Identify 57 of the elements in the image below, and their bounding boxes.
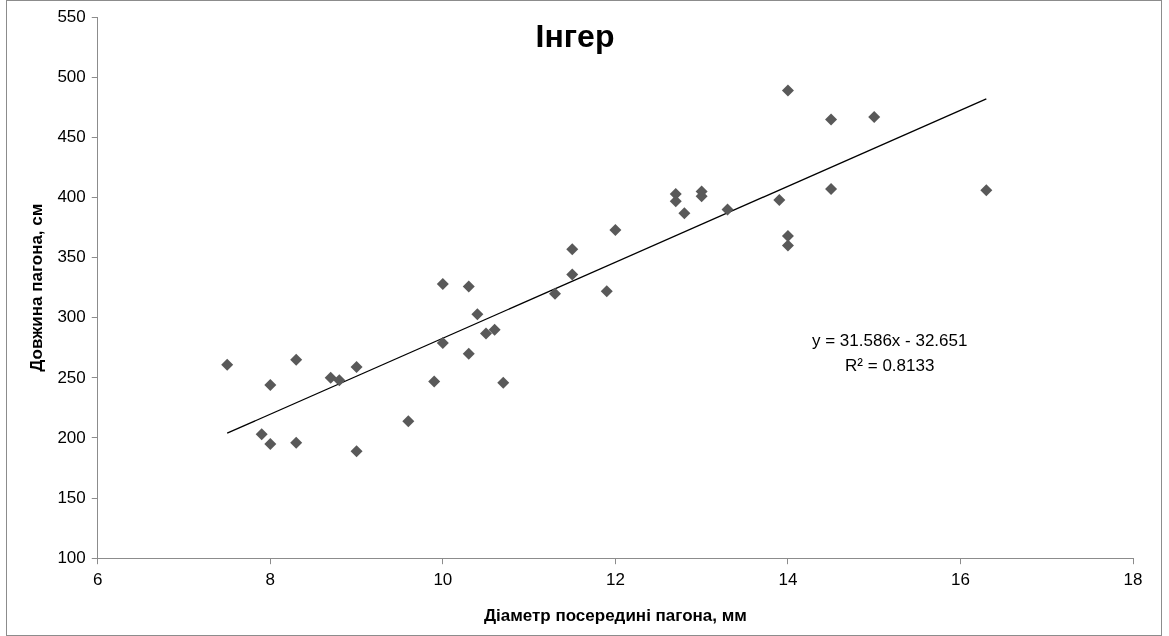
y-tick-label: 350 bbox=[57, 247, 86, 267]
point bbox=[290, 436, 303, 449]
x-tick-label: 16 bbox=[951, 570, 970, 590]
point bbox=[402, 415, 415, 428]
point bbox=[436, 278, 449, 291]
point bbox=[350, 445, 363, 458]
point bbox=[868, 110, 881, 123]
chart-title: Інгер bbox=[535, 17, 615, 54]
point bbox=[428, 375, 441, 388]
point bbox=[436, 337, 449, 349]
point bbox=[825, 113, 838, 126]
y-tick-label: 500 bbox=[57, 67, 86, 86]
y-tick-label: 300 bbox=[57, 307, 86, 327]
point bbox=[462, 347, 475, 360]
x-tick-label: 12 bbox=[605, 570, 625, 590]
point bbox=[566, 268, 579, 281]
point bbox=[471, 308, 484, 321]
point bbox=[721, 203, 734, 216]
x-axis-title: Діаметр посередині пагона, мм bbox=[483, 606, 747, 626]
point bbox=[825, 183, 838, 196]
point bbox=[600, 285, 613, 298]
y-tick-label: 100 bbox=[57, 547, 86, 567]
point bbox=[497, 376, 510, 389]
y-tick-label: 400 bbox=[57, 187, 86, 207]
y-axis-title: Довжина пагона, см bbox=[26, 203, 46, 372]
x-tick-label: 8 bbox=[265, 570, 276, 590]
point bbox=[566, 243, 579, 256]
point bbox=[479, 327, 492, 340]
point bbox=[781, 239, 794, 252]
y-tick-label: 250 bbox=[57, 367, 86, 387]
point bbox=[462, 280, 475, 293]
point bbox=[980, 184, 993, 197]
point bbox=[324, 371, 337, 384]
point bbox=[221, 358, 234, 371]
annotation: R² = 0.8133 bbox=[845, 356, 935, 376]
point bbox=[350, 361, 363, 374]
point bbox=[678, 207, 691, 220]
point bbox=[333, 374, 346, 387]
point bbox=[781, 230, 794, 242]
point bbox=[488, 323, 501, 336]
point bbox=[548, 287, 561, 300]
point bbox=[255, 428, 268, 441]
point bbox=[264, 379, 277, 392]
y-tick-label: 200 bbox=[57, 427, 86, 447]
point bbox=[609, 223, 622, 236]
x-tick-label: 14 bbox=[778, 570, 798, 590]
point bbox=[290, 353, 303, 366]
y-tick-label: 150 bbox=[57, 487, 86, 507]
point bbox=[773, 193, 786, 206]
x-tick-label: 6 bbox=[93, 570, 103, 590]
y-tick-label: 550 bbox=[57, 6, 86, 26]
annotation: y = 31.586x - 32.651 bbox=[811, 331, 968, 351]
y-tick-label: 450 bbox=[57, 127, 86, 147]
point bbox=[781, 84, 794, 97]
x-tick-label: 18 bbox=[1123, 570, 1143, 590]
point bbox=[264, 437, 277, 450]
x-tick-label: 10 bbox=[433, 570, 453, 590]
